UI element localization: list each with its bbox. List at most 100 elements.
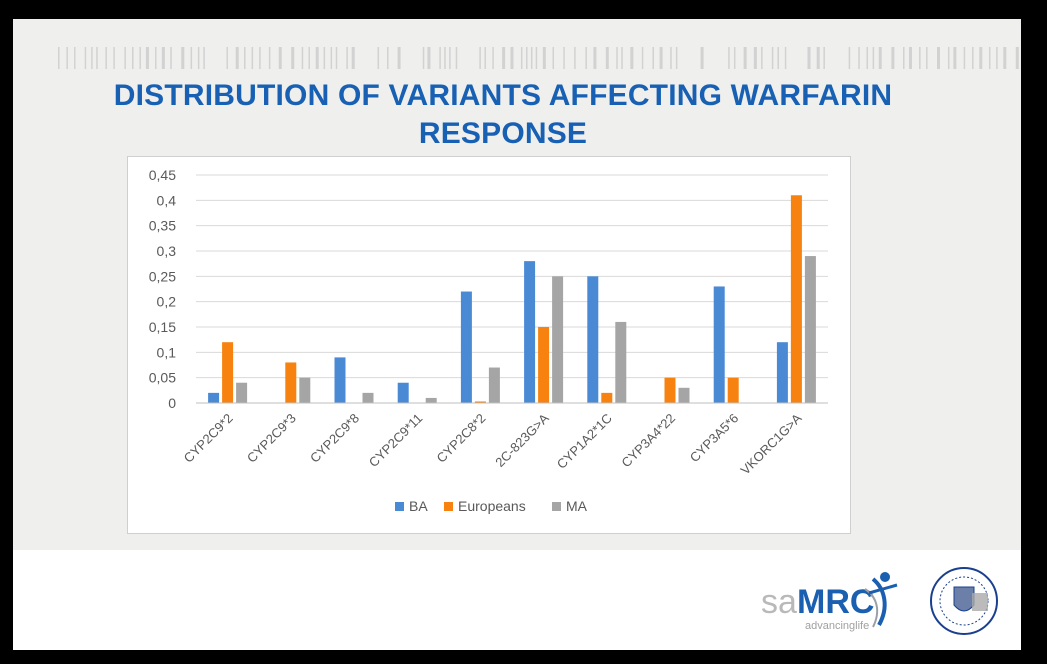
- bar-ba-4: [460, 291, 472, 403]
- bar-ma-9: [804, 256, 816, 403]
- deco-bar: [145, 47, 149, 69]
- deco-bar: [301, 47, 304, 69]
- bar-europeans-9: [790, 195, 802, 403]
- deco-bar: [979, 47, 983, 69]
- decorative-barcode-strip: [58, 47, 1019, 69]
- deco-bar: [872, 47, 875, 69]
- x-category-label: VKORC1G>A: [737, 410, 804, 477]
- deco-bar: [278, 47, 282, 69]
- deco-bar: [244, 47, 246, 69]
- uct-seal-shield-icon: [953, 586, 975, 612]
- speaker-overlay-icon: [972, 593, 988, 611]
- deco-bar: [563, 47, 565, 69]
- y-tick-label: 0,45: [149, 167, 176, 183]
- deco-bar: [972, 47, 974, 69]
- deco-bar: [1015, 47, 1019, 69]
- deco-bar: [268, 47, 271, 69]
- bar-ma-0: [236, 382, 248, 403]
- deco-bar: [132, 47, 134, 69]
- deco-bar: [308, 47, 310, 69]
- bar-ba-9: [776, 342, 788, 403]
- slide-title: DISTRIBUTION OF VARIANTS AFFECTING WARFA…: [73, 77, 933, 153]
- uct-seal-logo: [930, 567, 998, 635]
- legend-label-europeans: Europeans: [458, 498, 526, 514]
- deco-bar: [937, 47, 941, 69]
- deco-bar: [387, 47, 389, 69]
- deco-bar: [919, 47, 921, 69]
- x-category-label: CYP3A5*6: [687, 411, 742, 466]
- x-category-label: CYP2C9*11: [366, 411, 425, 470]
- y-tick-label: 0,3: [157, 243, 177, 259]
- legend-label-ba: BA: [409, 498, 428, 514]
- deco-bar: [700, 47, 704, 69]
- legend-label-ma: MA: [566, 498, 588, 514]
- deco-bar: [777, 47, 779, 69]
- deco-bar: [91, 47, 93, 69]
- deco-bar: [670, 47, 672, 69]
- x-category-label: CYP2C9*8: [307, 411, 362, 466]
- deco-bar: [155, 47, 157, 69]
- bar-ma-2: [362, 392, 374, 403]
- deco-bar: [181, 47, 185, 69]
- deco-bar: [479, 47, 481, 69]
- deco-bar: [807, 47, 811, 69]
- deco-bar: [170, 47, 172, 69]
- samrc-logo-figure-head: [880, 572, 890, 582]
- slide-title-line-1: DISTRIBUTION OF VARIANTS AFFECTING WARFA…: [113, 79, 893, 112]
- y-tick-label: 0,2: [157, 294, 177, 310]
- bar-ma-1: [299, 377, 311, 403]
- bar-ma-3: [425, 397, 437, 403]
- deco-bar: [510, 47, 514, 69]
- bar-europeans-8: [727, 377, 739, 403]
- x-category-label: 2C-823G>A: [492, 410, 552, 470]
- deco-bar: [484, 47, 486, 69]
- deco-bar: [728, 47, 730, 69]
- samrc-logo-tagline: advancinglife: [805, 620, 869, 632]
- bar-ma-5: [552, 276, 564, 403]
- deco-bar: [988, 47, 991, 69]
- bar-ba-6: [587, 276, 599, 403]
- deco-bar: [190, 47, 193, 69]
- deco-bar: [605, 47, 609, 69]
- legend-swatch-ma: [552, 502, 561, 511]
- deco-bar: [315, 47, 319, 69]
- x-category-label: CYP2C9*2: [181, 411, 236, 466]
- bar-ma-6: [615, 321, 627, 403]
- deco-bar: [439, 47, 441, 69]
- deco-bar: [641, 47, 644, 69]
- deco-bar: [330, 47, 333, 69]
- x-category-label: CYP3A4*22: [618, 411, 678, 471]
- deco-bar: [542, 47, 546, 69]
- deco-bar: [675, 47, 678, 69]
- deco-bar: [866, 47, 869, 69]
- deco-bar: [96, 47, 98, 69]
- deco-bar: [771, 47, 774, 69]
- deco-bar: [530, 47, 533, 69]
- deco-bar: [743, 47, 747, 69]
- deco-bar: [74, 47, 76, 69]
- deco-bar: [502, 47, 506, 69]
- deco-bar: [203, 47, 205, 69]
- deco-bar: [113, 47, 115, 69]
- chart-container: 0 0,05 0,1 0,15 0,2 0,25 0,3 0,35 0,4 0,45 CYP2C9*…: [127, 156, 851, 534]
- deco-bar: [891, 47, 895, 69]
- samrc-logo-sa: sa: [761, 583, 797, 621]
- bar-europeans-4: [474, 401, 486, 403]
- bar-europeans-5: [538, 327, 550, 403]
- deco-bar: [58, 47, 60, 69]
- deco-bar: [323, 47, 326, 69]
- deco-bar: [963, 47, 966, 69]
- deco-bar: [733, 47, 736, 69]
- deco-bar: [161, 47, 165, 69]
- deco-bar: [235, 47, 239, 69]
- deco-bar: [616, 47, 618, 69]
- deco-bar: [784, 47, 787, 69]
- bar-europeans-1: [285, 362, 297, 403]
- deco-bar: [816, 47, 820, 69]
- samrc-logo: sa MRC advancinglife: [761, 572, 898, 632]
- deco-bar: [351, 47, 355, 69]
- deco-bar: [947, 47, 950, 69]
- deco-bar: [291, 47, 295, 69]
- bar-europeans-6: [601, 392, 613, 403]
- slide-footer: sa MRC advancinglife: [13, 550, 1021, 650]
